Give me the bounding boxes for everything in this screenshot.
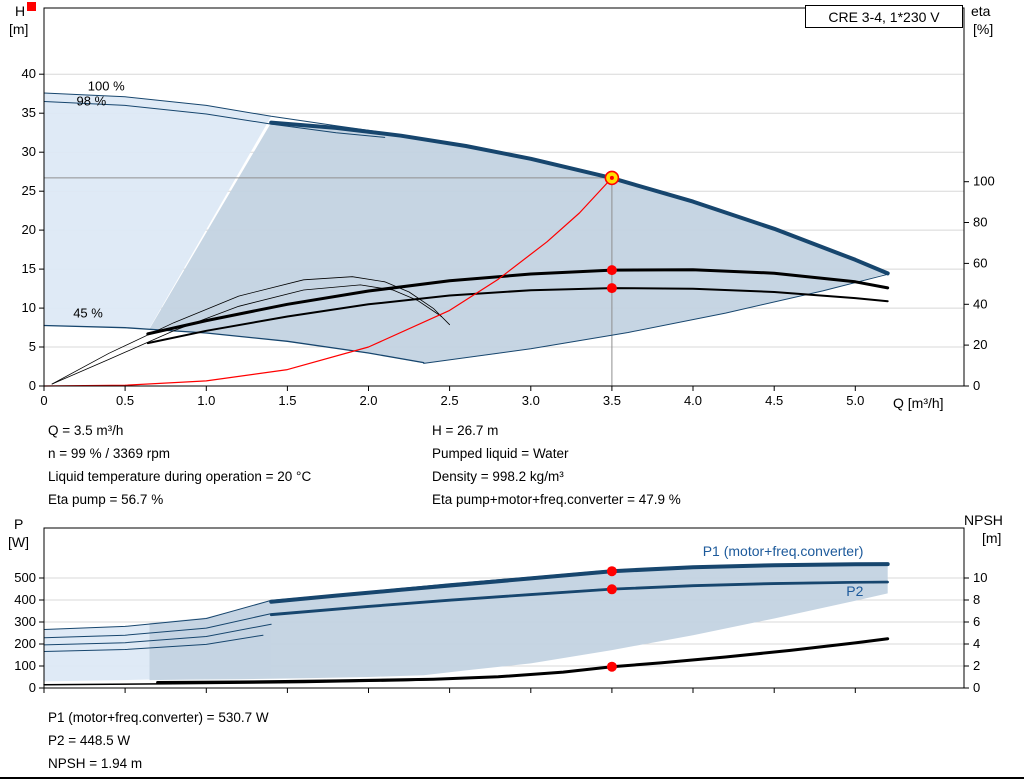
readout-line: H = 26.7 m	[432, 423, 499, 438]
pump-model-box: CRE 3-4, 1*230 V	[805, 5, 963, 28]
envelope-light	[44, 93, 272, 329]
npsh-point	[606, 661, 617, 672]
npsh-curve	[156, 637, 890, 684]
hq-chart-svg: 0 5 10 15 20 25 30 35 40 0 20 40 60 80 100 0 0.5 1.0 1.5 2.…	[22, 7, 995, 408]
x-tick-label: 5.0	[846, 393, 864, 408]
p1-point	[606, 566, 617, 577]
npsh-axis-unit: [m]	[982, 530, 1002, 546]
q-axis-title: Q [m³/h]	[893, 395, 944, 411]
right-tick-label: 60	[973, 255, 987, 270]
p-thin-reduced-a	[43, 623, 272, 646]
npsh-axis-title: NPSH	[964, 512, 1003, 528]
x-tick-label: 1.5	[278, 393, 296, 408]
readout-line: Q = 3.5 m³/h	[48, 423, 124, 438]
right-tick-label: 80	[973, 215, 987, 230]
bottom-divider	[0, 777, 1024, 779]
right-tick-label: 100	[973, 174, 995, 189]
p-npsh-chart-svg: 0 100 200 300 400 500 0 2 4 6 8 10 P1 (motor+freq.co…	[14, 527, 987, 695]
readout-block-bottom: P1 (motor+freq.converter) = 530.7 W P2 = …	[48, 706, 269, 775]
left-tick-label: 25	[22, 183, 36, 198]
right-tick-label: 0	[973, 680, 980, 695]
left-tick-label: 100	[14, 658, 36, 673]
p-thin-reduced-b	[43, 634, 264, 652]
right-tick-label: 10	[973, 570, 987, 585]
speed-label-98: 98 %	[77, 93, 107, 108]
h-curve-duty-99pct	[269, 120, 890, 276]
left-tick-label: 20	[22, 222, 36, 237]
readout-line: Eta pump+motor+freq.converter = 47.9 %	[432, 492, 681, 507]
eta-reduced-speed-a	[51, 276, 451, 385]
p2-curve-label: P2	[846, 583, 863, 599]
red-marker-square	[27, 2, 36, 11]
x-tick-label: 1.0	[197, 393, 215, 408]
h-axis-title: H	[15, 3, 26, 19]
x-tick-label: 4.5	[765, 393, 783, 408]
readout-line: P2 = 448.5 W	[48, 733, 131, 748]
right-tick-label: 0	[973, 378, 980, 393]
left-tick-label: 0	[29, 378, 36, 393]
right-tick-label: 40	[973, 296, 987, 311]
left-tick-label: 500	[14, 570, 36, 585]
left-tick-label: 300	[14, 614, 36, 629]
control-curve-red	[43, 177, 613, 387]
speed-label-100: 100 %	[88, 79, 125, 94]
left-tick-label: 10	[22, 300, 36, 315]
x-tick-label: 4.0	[684, 393, 702, 408]
plot-frame	[43, 527, 965, 689]
right-tick-label: 4	[973, 636, 980, 651]
readout-line: Liquid temperature during operation = 20…	[48, 469, 312, 484]
p1-curve	[269, 562, 890, 604]
eta-total-point	[606, 283, 617, 294]
eta-axis-title: eta	[971, 3, 991, 19]
left-tick-label: 0	[29, 680, 36, 695]
h-curve-98pct	[43, 101, 386, 138]
readout-block-left: Q = 3.5 m³/h n = 99 % / 3369 rpm Liquid te…	[48, 419, 311, 511]
right-tick-label: 2	[973, 658, 980, 673]
eta-reduced-speed-b	[51, 284, 442, 385]
left-tick-label: 400	[14, 592, 36, 607]
readout-block-right: H = 26.7 m Pumped liquid = Water Density =…	[432, 419, 681, 511]
x-tick-label: 3.0	[522, 393, 540, 408]
plot-frame	[43, 7, 965, 387]
p2-point	[606, 584, 617, 595]
x-tick-label: 0.5	[116, 393, 134, 408]
right-tick-label: 8	[973, 592, 980, 607]
readout-line: Density = 998.2 kg/m³	[432, 469, 564, 484]
eta-axis-unit: [%]	[973, 21, 994, 37]
readout-line: NPSH = 1.94 m	[48, 756, 143, 771]
left-tick-label: 35	[22, 105, 36, 120]
left-tick-label: 30	[22, 144, 36, 159]
p-envelope-dark	[149, 564, 888, 681]
x-tick-label: 0	[40, 393, 47, 408]
envelope-dark	[149, 122, 888, 364]
eta-pump-point	[606, 265, 617, 276]
left-tick-label: 200	[14, 636, 36, 651]
readout-line: P1 (motor+freq.converter) = 530.7 W	[48, 710, 269, 725]
speed-label-45: 45 %	[73, 305, 103, 320]
x-tick-label: 3.5	[603, 393, 621, 408]
duty-point-center	[609, 175, 614, 180]
envelope-maxflow-edge	[423, 273, 889, 364]
h-axis-unit: [m]	[9, 21, 29, 37]
readout-line: n = 99 % / 3369 rpm	[48, 446, 170, 461]
right-tick-label: 6	[973, 614, 980, 629]
left-tick-label: 40	[22, 66, 36, 81]
right-tick-label: 20	[973, 337, 987, 352]
p-axis-title: P	[14, 516, 24, 532]
left-tick-label: 15	[22, 261, 36, 276]
x-tick-label: 2.5	[441, 393, 459, 408]
pump-model-label: CRE 3-4, 1*230 V	[828, 8, 940, 25]
left-tick-label: 5	[29, 339, 36, 354]
eta-pump-curve	[146, 268, 890, 336]
x-tick-label: 2.0	[359, 393, 377, 408]
eta-total-curve	[146, 287, 889, 345]
p1-curve-label: P1 (motor+freq.converter)	[703, 543, 864, 559]
readout-line: Pumped liquid = Water	[432, 446, 569, 461]
readout-line: Eta pump = 56.7 %	[48, 492, 164, 507]
h-curve-45pct	[43, 324, 425, 364]
p-axis-unit: [W]	[8, 534, 29, 550]
